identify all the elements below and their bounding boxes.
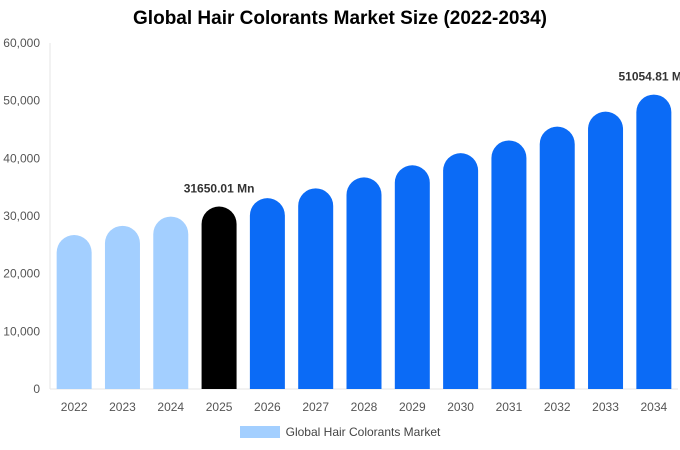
y-tick-label: 60,000 — [3, 36, 40, 50]
bar-2030[interactable] — [443, 153, 479, 389]
bar-2033[interactable] — [588, 111, 624, 389]
x-tick-label: 2025 — [206, 400, 233, 414]
x-tick-label: 2030 — [447, 400, 474, 414]
x-tick-label: 2023 — [109, 400, 136, 414]
legend-label: Global Hair Colorants Market — [285, 425, 441, 439]
bar-2026[interactable] — [249, 198, 285, 389]
bar-2028[interactable] — [346, 177, 382, 389]
legend[interactable]: Global Hair Colorants Market — [0, 425, 680, 439]
bar-2024[interactable] — [153, 216, 189, 389]
y-tick-label: 50,000 — [3, 94, 40, 108]
bar-2031[interactable] — [491, 140, 527, 389]
bar-2032[interactable] — [539, 126, 575, 389]
bar-2022[interactable] — [56, 235, 92, 389]
x-tick-label: 2031 — [496, 400, 523, 414]
bar-2025[interactable] — [201, 206, 237, 389]
data-label-2034: 51054.81 Mn — [618, 70, 680, 84]
x-tick-label: 2029 — [399, 400, 426, 414]
x-tick-label: 2024 — [157, 400, 184, 414]
y-tick-label: 20,000 — [3, 267, 40, 281]
legend-swatch — [239, 426, 280, 438]
y-tick-label: 10,000 — [3, 324, 40, 338]
y-tick-label: 30,000 — [3, 209, 40, 223]
y-tick-label: 40,000 — [3, 151, 40, 165]
data-label-2025: 31650.01 Mn — [184, 181, 255, 195]
bar-2027[interactable] — [298, 188, 334, 389]
bar-2034[interactable] — [636, 94, 672, 390]
bar-2023[interactable] — [104, 225, 140, 389]
bar-2029[interactable] — [394, 165, 430, 389]
x-tick-label: 2028 — [351, 400, 378, 414]
x-tick-label: 2032 — [544, 400, 571, 414]
x-tick-label: 2026 — [254, 400, 281, 414]
x-tick-label: 2027 — [302, 400, 329, 414]
x-tick-label: 2034 — [640, 400, 667, 414]
chart-title: Global Hair Colorants Market Size (2022-… — [133, 8, 547, 29]
y-tick-label: 0 — [33, 382, 40, 396]
x-tick-label: 2022 — [61, 400, 88, 414]
x-tick-label: 2033 — [592, 400, 619, 414]
plot-area: 0 10,000 20,000 30,000 40,000 50,000 60,000 202… — [3, 36, 680, 414]
